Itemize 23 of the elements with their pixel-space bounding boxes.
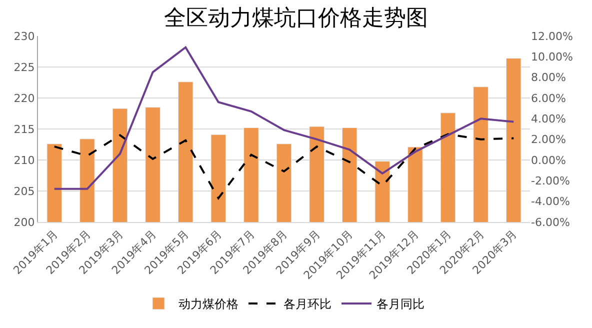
y2-tick-label: -6.00% [531,216,570,229]
y2-tick-label: 6.00% [531,92,566,105]
line-series [53,46,515,190]
y2-tick-label: 4.00% [531,112,566,126]
chart-title: 全区动力煤坑口价格走势图 [164,6,428,32]
legend-label: 动力煤价格 [178,297,238,312]
y-tick-label: 230 [14,30,35,43]
legend-label: 各月环比 [284,297,332,312]
y2-tick-label: 8.00% [531,71,566,84]
y2-tick-label: 0.00% [531,154,566,167]
legend-label: 各月同比 [376,297,424,312]
y-tick-label: 200 [14,216,35,229]
line-series [53,133,515,200]
y2-tick-label: 12.00% [531,30,573,43]
y2-tick-label: -2.00% [531,174,570,188]
y-tick-label: 225 [14,60,35,74]
y2-tick-label: 10.00% [531,50,573,64]
y2-tick-label: -4.00% [531,195,570,208]
y-tick-label: 220 [14,92,35,105]
y-tick-label: 205 [14,184,35,198]
y-tick-label: 210 [14,154,35,167]
y-tick-label: 215 [14,122,35,136]
y2-tick-label: 2.00% [531,133,566,146]
